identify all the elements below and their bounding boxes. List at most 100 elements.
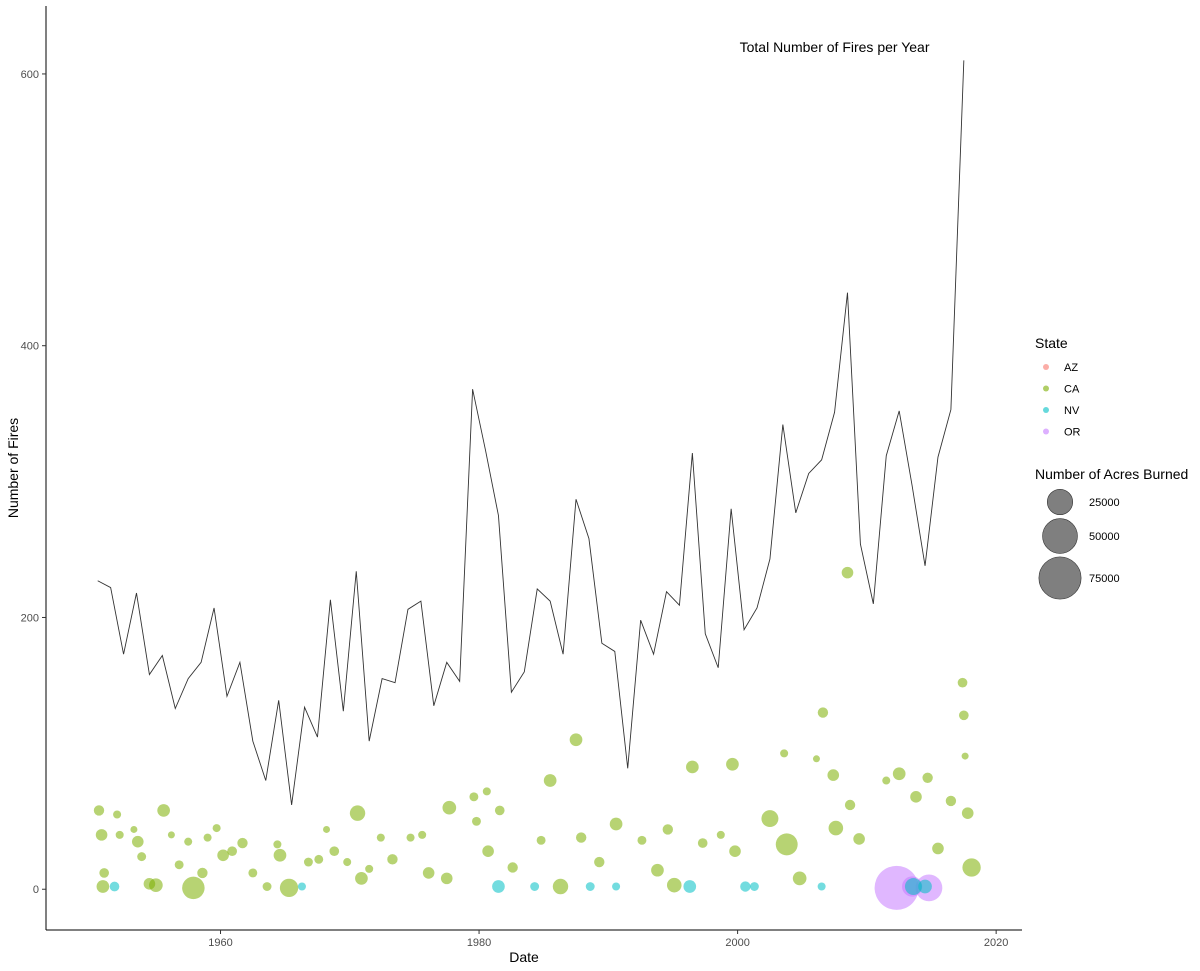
y-tick-label: 400 xyxy=(21,341,39,353)
scatter-point-nv xyxy=(904,878,922,895)
scatter-point-ca xyxy=(729,845,741,857)
scatter-point-ca xyxy=(174,860,184,870)
x-tick-label: 2000 xyxy=(725,937,749,949)
scatter-point-nv xyxy=(918,879,932,894)
scatter-point-ca xyxy=(137,852,147,862)
scatter-point-ca xyxy=(96,880,110,893)
x-tick-label: 1980 xyxy=(467,937,491,949)
scatter-point-ca xyxy=(422,867,435,879)
scatter-point-ca xyxy=(552,878,569,895)
scatter-point-ca xyxy=(817,707,829,718)
scatter-point-ca xyxy=(792,871,807,886)
scatter-point-ca xyxy=(349,805,366,821)
scatter-point-nv xyxy=(530,882,540,891)
legend-key-nv xyxy=(1043,407,1049,413)
scatter-point-ca xyxy=(666,877,682,893)
y-axis-title: Number of Fires xyxy=(5,418,21,518)
scatter-point-nv xyxy=(585,882,595,891)
scatter-point-or xyxy=(874,865,919,910)
scatter-point-ca xyxy=(143,878,156,890)
scatter-point-ca xyxy=(113,810,122,819)
scatter-point-ca xyxy=(217,849,229,862)
scatter-point-ca xyxy=(387,854,398,865)
scatter-point-nv xyxy=(109,881,120,892)
legend-color-title: State xyxy=(1035,335,1068,351)
scatter-point-ca xyxy=(131,835,144,848)
scatter-point-ca xyxy=(303,857,313,867)
y-tick-label: 600 xyxy=(21,69,39,81)
scatter-point-ca xyxy=(157,804,170,817)
total-fires-line xyxy=(97,60,965,806)
scatter-point-ca xyxy=(961,807,974,819)
y-ticks: 0 200 400 600 xyxy=(21,69,46,896)
scatter-point-ca xyxy=(273,848,287,862)
scatter-point-ca xyxy=(115,830,124,839)
scatter-point-ca xyxy=(662,824,673,835)
legend-label-or: OR xyxy=(1064,427,1081,439)
legend-key-ca xyxy=(1043,385,1049,392)
scatter-point-ca xyxy=(406,833,415,842)
scatter-point-ca xyxy=(99,868,110,878)
scatter-point-ca xyxy=(418,830,427,839)
scatter-point-ca xyxy=(376,833,385,842)
scatter-point-ca xyxy=(853,833,865,845)
scatter-point-ca xyxy=(482,845,494,857)
scatter-point-ca xyxy=(882,776,891,785)
scatter-point-ca xyxy=(962,858,981,877)
scatter-point-ca xyxy=(279,878,299,898)
scatter-point-ca xyxy=(922,772,933,783)
scatter-point-ca xyxy=(365,864,374,873)
scatter-point-ca xyxy=(637,835,647,845)
scatter-point-ca xyxy=(841,566,854,579)
scatter-point-ca xyxy=(594,856,605,868)
scatter-point-ca xyxy=(961,752,969,760)
x-tick-label: 1960 xyxy=(208,937,232,949)
scatter-point-nv xyxy=(740,881,751,892)
scatter-point-ca xyxy=(273,840,282,849)
x-axis-title: Date xyxy=(509,949,539,965)
scatter-point-ca xyxy=(95,829,108,841)
size-legend: 25000 50000 75000 xyxy=(1038,488,1120,600)
scatter-point-ca xyxy=(780,749,789,758)
scatter-point-ca xyxy=(93,805,105,816)
legend-key-az xyxy=(1043,364,1049,370)
scatter-point-ca xyxy=(469,792,479,802)
legend-key-or xyxy=(1043,428,1049,435)
scatter-point-ca xyxy=(932,842,944,855)
scatter-point-ca xyxy=(440,872,453,885)
scatter-point-ca xyxy=(828,820,844,836)
x-ticks: 1960 1980 2000 2020 xyxy=(208,930,1008,949)
scatter-point-ca xyxy=(343,858,352,867)
scatter-point-ca xyxy=(651,863,664,877)
scatter-point-ca xyxy=(945,795,957,807)
scatter-point-ca xyxy=(536,835,546,845)
line-annotation: Total Number of Fires per Year xyxy=(740,39,930,55)
scatter-point-ca xyxy=(697,838,708,848)
scatter-point-ca xyxy=(892,767,906,781)
scatter-point-ca xyxy=(494,805,505,816)
legend-label-ca: CA xyxy=(1064,384,1080,396)
scatter-point-nv xyxy=(817,882,826,891)
scatter-point-ca xyxy=(957,677,968,688)
scatter-point-ca xyxy=(237,837,248,849)
legend-size-label: 75000 xyxy=(1089,573,1120,585)
legend-size-title: Number of Acres Burned xyxy=(1035,466,1188,482)
scatter-point-ca xyxy=(262,882,272,891)
scatter-point-ca xyxy=(472,816,481,826)
legend-size-key xyxy=(1038,556,1082,600)
legend-label-nv: NV xyxy=(1064,405,1080,417)
scatter-point-nv xyxy=(492,880,505,893)
scatter-point-ca xyxy=(203,833,212,842)
scatter-point-ca xyxy=(248,868,258,878)
scatter-point-ca xyxy=(167,831,175,839)
legend-size-label: 50000 xyxy=(1089,531,1120,543)
scatter-point-nv xyxy=(749,882,759,891)
legend: State AZ CA NV OR Number of Acres Burned 25… xyxy=(1035,335,1188,600)
scatter-point-ca xyxy=(355,872,368,885)
scatter-point-ca xyxy=(812,755,820,763)
scatter-point-ca xyxy=(726,757,739,771)
scatter-point-ca xyxy=(844,799,856,811)
x-tick-label: 2020 xyxy=(984,937,1008,949)
scatter-point-ca xyxy=(507,862,518,873)
